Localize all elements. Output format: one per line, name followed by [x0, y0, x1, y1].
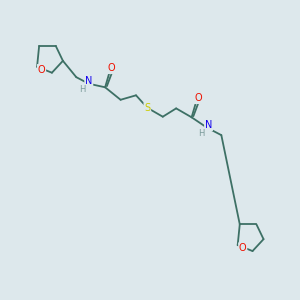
Text: S: S	[144, 103, 150, 113]
Text: H: H	[198, 129, 204, 138]
Text: N: N	[85, 76, 92, 86]
Text: H: H	[79, 85, 86, 94]
Text: O: O	[38, 65, 45, 75]
Text: O: O	[194, 93, 202, 103]
Text: O: O	[239, 243, 247, 253]
Text: N: N	[205, 120, 212, 130]
Text: O: O	[107, 63, 115, 73]
